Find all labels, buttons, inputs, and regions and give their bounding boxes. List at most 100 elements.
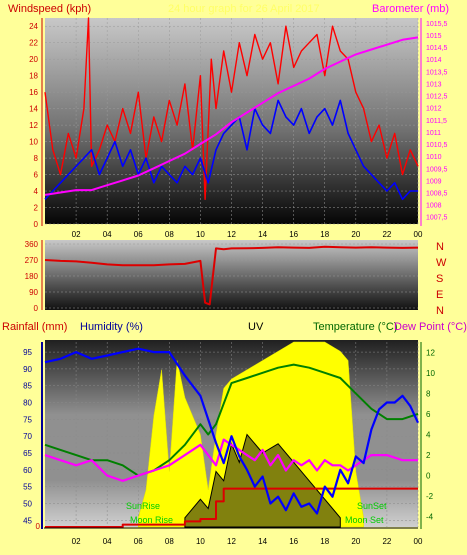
wind-y-tick: 4 (34, 187, 39, 196)
baro-y-tick: 1007,5 (426, 215, 448, 222)
humidity-y-tick: 65 (23, 449, 32, 458)
wind-y-tick: 18 (29, 72, 38, 81)
moonset-label: Moon Set (345, 515, 384, 525)
wind-y-tick: 10 (29, 138, 38, 147)
humidity-y-tick: 50 (23, 499, 32, 508)
wind-x-tick: 14 (258, 230, 267, 239)
temperature-series (44, 341, 419, 528)
pressure-line (44, 36, 419, 196)
sunset-label: SunSet (357, 501, 387, 511)
wind-y-tick: 24 (29, 22, 38, 31)
dir-y-tick: 360 (25, 240, 39, 249)
baro-y-tick: 1009,5 (426, 166, 448, 173)
baro-y-tick: 1010 (426, 154, 442, 161)
wind-x-tick: 02 (72, 230, 81, 239)
humidity-y-tick: 70 (23, 432, 32, 441)
uv-axis-title: UV (248, 321, 264, 333)
dir-y-tick: 0 (34, 304, 39, 313)
wind-series (44, 17, 419, 201)
temp-x-tick: 06 (134, 537, 143, 546)
baro-y-tick: 1012,5 (426, 94, 448, 101)
temp-x-tick: 02 (72, 537, 81, 546)
direction-series (44, 245, 419, 306)
wind-x-tick: 22 (382, 230, 391, 239)
wind-x-tick: 00 (414, 230, 423, 239)
wind-x-tick: 12 (227, 230, 236, 239)
wind-y-tick: 14 (29, 105, 38, 114)
solar-area (184, 433, 341, 528)
wind-y-tick: 0 (34, 220, 39, 229)
barometer-axis-title: Barometer (mb) (372, 3, 449, 15)
wind-x-tick: 10 (196, 230, 205, 239)
baro-y-tick: 1008 (426, 203, 442, 210)
dir-y-tick: 90 (29, 288, 38, 297)
humidity-y-tick: 95 (23, 348, 32, 357)
wind-y-tick: 8 (34, 154, 39, 163)
baro-y-tick: 1008,5 (426, 190, 448, 197)
temp-x-tick: 04 (103, 537, 112, 546)
wind-y-tick: 2 (34, 204, 39, 213)
temp-x-tick: 16 (289, 537, 298, 546)
baro-y-tick: 1015 (426, 33, 442, 40)
baro-y-tick: 1014 (426, 57, 442, 64)
wind-x-tick: 08 (165, 230, 174, 239)
wind-x-tick: 18 (320, 230, 329, 239)
temp-x-tick: 14 (258, 537, 267, 546)
temperature-y-tick: 12 (426, 348, 435, 357)
graph-title: 24 hour graph for 26 April 2017 (168, 3, 320, 15)
humidity-y-tick: 85 (23, 382, 32, 391)
dewpoint-line (44, 438, 418, 482)
average-speed-line (44, 99, 418, 201)
compass-s: S (436, 273, 443, 285)
humidity-line (44, 347, 419, 515)
wind-y-tick: 22 (29, 39, 38, 48)
rainfall-line (45, 487, 418, 528)
baro-y-tick: 1011,5 (426, 118, 447, 125)
direction-panel-bg (45, 240, 418, 310)
wind-x-tick: 16 (289, 230, 298, 239)
humidity-y-tick: 60 (23, 466, 32, 475)
temperature-y-tick: 8 (426, 389, 431, 398)
temp-x-tick: 20 (351, 537, 360, 546)
moonrise-label: Moon Rise (130, 515, 173, 525)
dir-y-tick: 270 (25, 256, 39, 265)
wind-y-tick: 6 (34, 171, 39, 180)
temp-x-tick: 08 (165, 537, 174, 546)
humidity-y-tick: 55 (23, 483, 32, 492)
temperature-line (44, 363, 419, 477)
temp-x-tick: 10 (196, 537, 205, 546)
temp-x-tick: 18 (320, 537, 329, 546)
compass-n-bottom: N (436, 305, 444, 317)
rain-y-tick: 0 (36, 522, 41, 531)
wind-y-tick: 12 (29, 121, 38, 130)
baro-y-tick: 1009 (426, 178, 442, 185)
temperature-y-tick: -2 (426, 492, 434, 501)
compass-e: E (436, 289, 443, 301)
baro-y-tick: 1010,5 (426, 142, 448, 149)
temperature-y-tick: 4 (426, 431, 431, 440)
humidity-y-tick: 45 (23, 516, 32, 525)
temp-x-tick: 00 (414, 537, 423, 546)
humidity-y-tick: 75 (23, 415, 32, 424)
dewpoint-axis-title: Dew Point (°C) (394, 321, 467, 333)
wind-panel-bg (45, 18, 418, 224)
rainfall-axis-title: Rainfall (mm) (2, 321, 67, 333)
sunrise-label: SunRise (126, 501, 160, 511)
wind-y-tick: 20 (29, 55, 38, 64)
temperature-y-tick: 0 (426, 472, 431, 481)
temp-x-tick: 12 (227, 537, 236, 546)
windspeed-axis-title: Windspeed (kph) (8, 3, 91, 15)
baro-y-tick: 1015,5 (426, 21, 448, 28)
direction-line (44, 245, 419, 306)
baro-y-tick: 1014,5 (426, 45, 448, 52)
wind-x-tick: 04 (103, 230, 112, 239)
wind-x-tick: 20 (351, 230, 360, 239)
temperature-y-tick: -4 (426, 513, 434, 522)
temperature-y-tick: 2 (426, 451, 431, 460)
humidity-y-tick: 80 (23, 399, 32, 408)
gust-line (44, 17, 419, 201)
temp-x-tick: 22 (382, 537, 391, 546)
dir-y-tick: 180 (25, 272, 39, 281)
temperature-y-tick: 10 (426, 369, 435, 378)
